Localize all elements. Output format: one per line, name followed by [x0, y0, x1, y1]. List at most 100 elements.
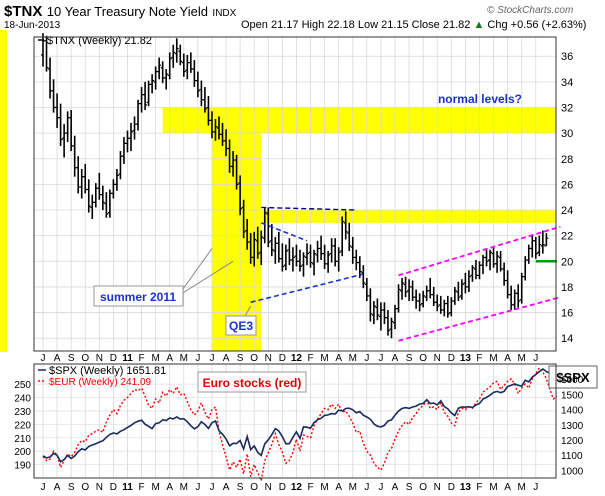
spx-x-tick-label: F — [476, 482, 482, 493]
chart-title: 10 Year Treasury Note Yield — [46, 4, 208, 19]
price-x-tick-label: M — [489, 353, 497, 364]
price-x-tick-label: O — [250, 353, 258, 364]
price-x-tick-label: A — [504, 353, 511, 364]
spx-x-tick-label: 11 — [122, 482, 133, 493]
spx-x-tick-label: J — [364, 482, 369, 493]
price-x-tick-label: J — [41, 353, 46, 364]
summer-callout-line — [177, 248, 213, 297]
price-x-tick-label: N — [434, 353, 441, 364]
spx-x-tick-label: 13 — [460, 482, 472, 493]
spx-legend: $SPX (Weekly) 1651.81 — [49, 365, 166, 377]
brand-watermark: © StockCharts.com — [487, 5, 574, 16]
spx-x-tick-label: M — [320, 482, 328, 493]
eur-y-tick-label: 230 — [14, 407, 31, 418]
price-x-tick-label: O — [81, 353, 89, 364]
spx-x-tick-label: M — [489, 482, 497, 493]
price-x-tick-label: D — [279, 353, 286, 364]
symbol-label: $TNX — [4, 3, 43, 20]
price-x-tick-label: J — [364, 353, 369, 364]
price-x-tick-label: 11 — [122, 353, 133, 364]
change-value: Chg +0.56 (+2.63%) — [487, 19, 587, 31]
spx-x-tick-label: A — [504, 482, 511, 493]
price-y-tick-label: 34 — [561, 77, 573, 89]
spx-y-tick-label: 1100 — [561, 451, 583, 462]
spx-x-tick-label: F — [139, 482, 145, 493]
price-x-tick-label: A — [166, 353, 173, 364]
low-value: Low 21.15 — [357, 19, 409, 31]
price-x-tick-label: D — [448, 353, 455, 364]
left-highlight-strip — [0, 30, 7, 352]
price-y-tick-label: 20 — [561, 256, 573, 268]
eur-y-tick-label: 220 — [14, 420, 31, 431]
price-x-tick-label: S — [406, 353, 413, 364]
price-x-tick-label: J — [533, 353, 538, 364]
spx-y-tick-label: 1200 — [561, 436, 584, 447]
open-value: Open 21.17 — [241, 19, 299, 31]
spx-y-tick-label: 1600 — [561, 375, 584, 386]
spx-x-tick-label: O — [81, 482, 89, 493]
qe3-label-box — [225, 315, 257, 336]
price-y-tick-label: 32 — [561, 102, 573, 114]
spx-x-tick-label: J — [195, 482, 200, 493]
price-panel-frame — [33, 36, 557, 352]
spx-x-tick-label: A — [392, 482, 399, 493]
price-y-tick-label: 16 — [561, 308, 573, 320]
spx-y-tick-label: 1500 — [561, 390, 584, 401]
price-y-tick-label: 26 — [561, 179, 573, 191]
exchange-label: INDX — [212, 8, 237, 19]
price-x-tick-label: 12 — [291, 353, 303, 364]
price-x-tick-label: A — [335, 353, 342, 364]
triangle-upper-line — [260, 222, 308, 242]
price-x-tick-label: M — [151, 353, 159, 364]
spx-x-tick-label: M — [180, 482, 188, 493]
spx-x-tick-label: O — [419, 482, 427, 493]
price-x-tick-label: A — [392, 353, 399, 364]
ohlc-readout: Open 21.17 High 22.18 Low 21.15 Close 21… — [241, 19, 586, 31]
normal-levels-zone — [162, 107, 556, 134]
spx-x-tick-label: A — [223, 482, 230, 493]
price-x-tick-label: A — [223, 353, 230, 364]
spx-x-tick-label: S — [406, 482, 413, 493]
price-x-tick-label: D — [110, 353, 117, 364]
eur-y-tick-label: 210 — [14, 434, 31, 445]
price-x-tick-label: M — [518, 353, 526, 364]
channel-upper-line — [398, 225, 561, 277]
price-x-tick-label: J — [195, 353, 200, 364]
spx-x-tick-label: D — [279, 482, 286, 493]
price-y-tick-label: 14 — [561, 333, 573, 345]
spx-y-tick-label: 1400 — [561, 406, 584, 417]
change-arrow-icon: ▲ — [473, 19, 485, 31]
spx-series-line — [42, 368, 558, 463]
euro-label-box — [197, 371, 307, 393]
spx-x-tick-label: N — [434, 482, 441, 493]
resistance-zone — [261, 210, 556, 223]
price-x-tick-label: S — [68, 353, 75, 364]
chart-header-title: $TNX 10 Year Treasury Note Yield INDX — [4, 3, 236, 21]
spx-x-tick-label: N — [265, 482, 272, 493]
spx-x-tick-label: M — [518, 482, 526, 493]
summer-label: summer 2011 — [100, 290, 176, 304]
spx-panel-frame — [33, 363, 557, 479]
normal-levels-label: normal levels? — [438, 92, 522, 106]
price-y-tick-label: 22 — [561, 231, 573, 243]
spx-x-tick-label: D — [110, 482, 117, 493]
price-x-tick-label: N — [265, 353, 272, 364]
spx-x-tick-label: J — [209, 482, 214, 493]
euro-label: Euro stocks (red) — [203, 376, 302, 390]
price-legend: $TNX (Weekly) 21.82 — [47, 35, 152, 47]
price-x-tick-label: 13 — [460, 353, 472, 364]
spx-x-tick-label: D — [448, 482, 455, 493]
price-x-tick-label: J — [378, 353, 383, 364]
spx-y-tick-label: 1000 — [561, 466, 584, 477]
spx-x-tick-label: M — [151, 482, 159, 493]
summer-callout-line — [177, 260, 234, 297]
price-x-tick-label: A — [54, 353, 61, 364]
spx-x-tick-label: J — [533, 482, 538, 493]
triangle-lower-line — [250, 273, 364, 304]
price-x-tick-label: M — [320, 353, 328, 364]
high-value: High 22.18 — [301, 19, 355, 31]
price-y-tick-label: 36 — [561, 51, 573, 63]
price-y-tick-label: 28 — [561, 154, 573, 166]
